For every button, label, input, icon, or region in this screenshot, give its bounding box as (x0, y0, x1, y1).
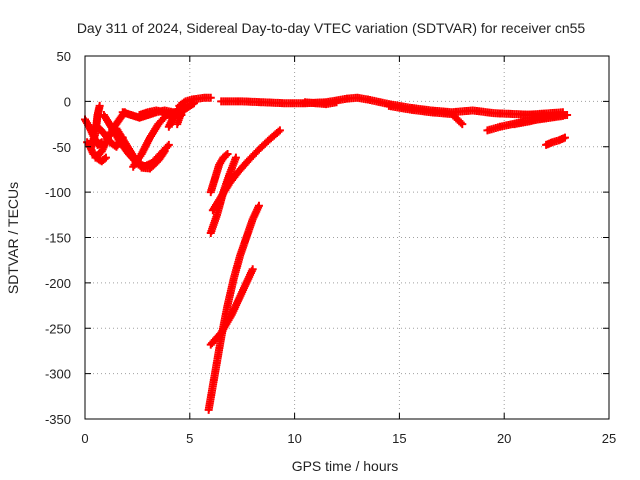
series-7 (112, 124, 169, 173)
x-tick-label: 0 (81, 431, 88, 446)
series-16 (208, 126, 284, 215)
x-tick-label: 10 (287, 431, 301, 446)
data-point (159, 148, 168, 157)
y-axis-label: SDTVAR / TECUs (5, 182, 21, 294)
data-point (164, 140, 173, 149)
series-14 (206, 150, 232, 197)
y-tick-label: -100 (45, 185, 71, 200)
y-tick-label: -350 (45, 412, 71, 427)
series-25 (542, 133, 569, 149)
data-point (223, 150, 232, 159)
series-21 (384, 101, 467, 129)
chart-title: Day 311 of 2024, Sidereal Day-to-day VTE… (77, 20, 586, 36)
x-tick-label: 5 (186, 431, 193, 446)
data-point (275, 126, 284, 135)
y-tick-label: -50 (52, 140, 71, 155)
y-tick-label: 50 (57, 49, 71, 64)
data-point (456, 118, 465, 127)
data-point (100, 154, 109, 163)
series-18 (206, 265, 257, 349)
data-point (222, 151, 231, 160)
x-tick-label: 15 (392, 431, 406, 446)
y-tick-label: -300 (45, 367, 71, 382)
y-tick-label: -250 (45, 321, 71, 336)
data-point (274, 127, 283, 136)
data-point (163, 142, 172, 151)
data-point (101, 153, 110, 162)
data-point (95, 101, 104, 110)
data-point (160, 147, 169, 156)
y-tick-label: -150 (45, 231, 71, 246)
data-point (254, 201, 263, 210)
data-points (81, 93, 572, 414)
data-point (458, 120, 467, 129)
data-point (332, 98, 341, 107)
series-20 (301, 98, 341, 109)
x-tick-label: 20 (497, 431, 511, 446)
x-tick-label: 25 (602, 431, 616, 446)
series-17 (204, 201, 263, 414)
axes: 0 5 10 15 20 25 50 0 -50 -100 -150 -200 -250 -300 -350 (45, 49, 616, 446)
x-axis-label: GPS time / hours (292, 458, 399, 474)
y-tick-label: -200 (45, 276, 71, 291)
data-point (248, 265, 257, 274)
data-point (231, 153, 240, 162)
data-point (206, 93, 215, 102)
series-4 (85, 140, 110, 166)
data-point (560, 133, 569, 142)
y-tick-label: 0 (64, 94, 71, 109)
data-point (558, 108, 567, 117)
series-24 (521, 108, 567, 119)
series-13 (175, 93, 215, 110)
